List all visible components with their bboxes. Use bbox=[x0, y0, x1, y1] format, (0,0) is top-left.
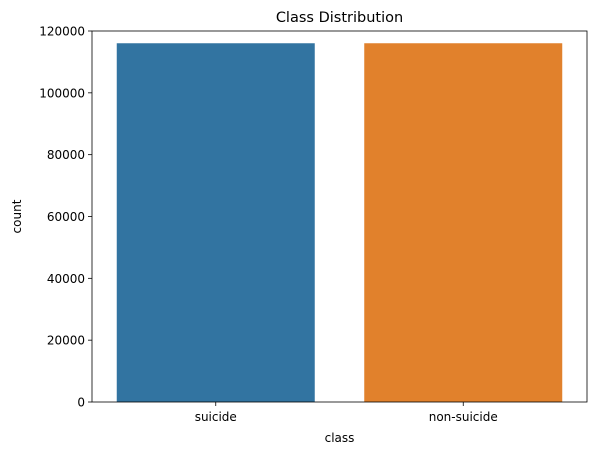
axes-spines bbox=[91, 30, 588, 403]
y-tick-label: 120000 bbox=[39, 25, 85, 39]
y-axis: 0 20000 40000 60000 80000 100000 120000 bbox=[39, 25, 92, 410]
y-tick-label: 0 bbox=[77, 396, 85, 410]
y-axis-label: count bbox=[10, 199, 24, 233]
y-tick-label: 60000 bbox=[47, 210, 85, 224]
y-tick-label: 80000 bbox=[47, 148, 85, 162]
x-axis-label: class bbox=[325, 431, 355, 445]
plot-frame bbox=[91, 30, 588, 403]
x-tick-label: suicide bbox=[195, 410, 237, 424]
y-tick-label: 40000 bbox=[47, 272, 85, 286]
x-tick-label: non-suicide bbox=[429, 410, 498, 424]
y-tick-label: 20000 bbox=[47, 334, 85, 348]
bar-non-suicide bbox=[364, 43, 563, 403]
x-axis: suicide non-suicide bbox=[195, 402, 498, 424]
bars-layer bbox=[116, 43, 563, 403]
bar-suicide bbox=[116, 43, 315, 403]
y-tick-label: 100000 bbox=[39, 86, 85, 100]
chart-title: Class Distribution bbox=[276, 10, 403, 26]
